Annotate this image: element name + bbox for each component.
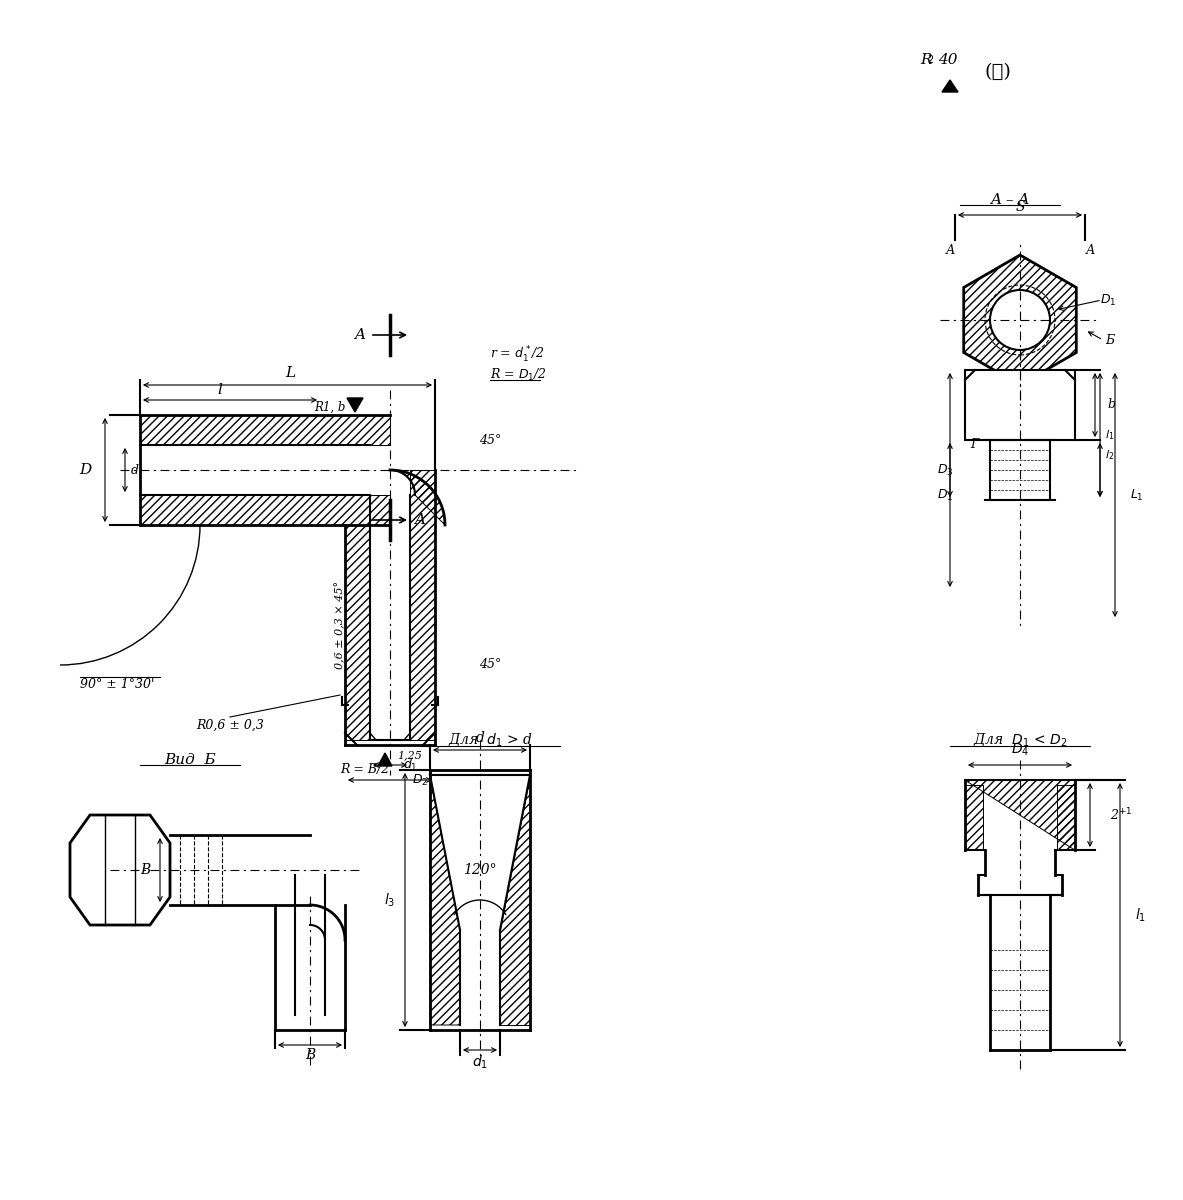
Text: А: А [1085,244,1094,257]
Text: $l_1$: $l_1$ [1134,906,1146,924]
Polygon shape [964,254,1077,385]
Text: R = $D_1$/2: R = $D_1$/2 [490,367,547,383]
Text: A: A [414,514,426,527]
Text: 40: 40 [938,53,957,67]
Text: $D_1$: $D_1$ [1100,293,1117,307]
Text: b: b [1107,398,1116,412]
Text: A: A [355,328,366,342]
Text: 120°: 120° [464,863,497,877]
Polygon shape [942,80,958,92]
Text: $l_3$: $l_3$ [384,892,395,908]
Polygon shape [965,370,1075,440]
Text: 1,25: 1,25 [397,750,422,760]
Polygon shape [70,815,170,925]
Text: l: l [218,383,222,397]
Text: 2$^{+1}$: 2$^{+1}$ [1110,806,1132,823]
Polygon shape [347,398,363,412]
Text: 90° ± 1°30': 90° ± 1°30' [80,678,154,691]
Text: 45°: 45° [479,433,502,446]
Text: Вид  Б: Вид Б [164,754,215,767]
Text: B: B [140,863,150,877]
Text: S: S [1015,200,1024,214]
Text: Для  $d_1$ > d: Для $d_1$ > d [447,732,532,749]
Text: $l_1$: $l_1$ [1105,428,1114,442]
Text: $D_1$: $D_1$ [937,487,953,503]
Circle shape [990,290,1051,350]
Text: R1, b: R1, b [315,401,345,414]
Text: d: d [476,731,484,745]
Text: $d_1$: $d_1$ [402,757,418,773]
Text: L: L [285,366,295,380]
Text: R: R [920,53,931,67]
Text: (✓): (✓) [985,62,1011,80]
Text: $L_1$: $L_1$ [1130,487,1144,503]
Text: 45°: 45° [479,659,502,672]
Text: 2: 2 [927,55,933,65]
Text: Г: Г [970,438,978,451]
Text: r = $d_1^*$/2: r = $d_1^*$/2 [490,344,545,365]
Text: $D_4$: $D_4$ [1011,742,1029,758]
Text: $D_3$: $D_3$ [937,462,953,478]
Text: $l_2$: $l_2$ [1105,448,1114,462]
Text: A – A: A – A [990,193,1029,206]
Text: Для  $D_1$ < $D_2$: Для $D_1$ < $D_2$ [972,732,1067,749]
Text: 0,6 ± 0,3 × 45°: 0,6 ± 0,3 × 45° [335,581,345,670]
Text: $D_2$: $D_2$ [412,773,428,787]
Text: Б: Б [1105,334,1114,347]
Text: $d_1$: $d_1$ [472,1054,489,1070]
Text: R = B/2: R = B/2 [340,763,389,776]
Text: R0,6 ± 0,3: R0,6 ± 0,3 [196,719,264,732]
Text: d: d [131,463,138,476]
Text: B: B [305,1048,315,1062]
Text: А: А [945,244,955,257]
Text: D: D [79,463,91,476]
Polygon shape [379,754,392,766]
